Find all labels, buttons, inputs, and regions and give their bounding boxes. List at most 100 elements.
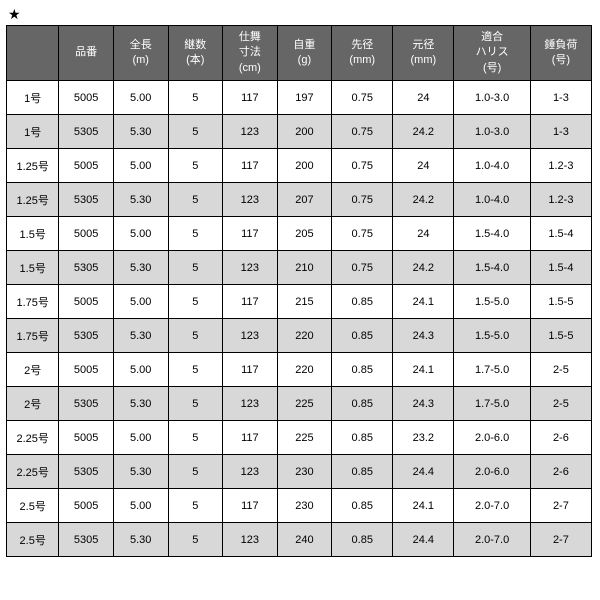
table-cell: 1-3 (530, 115, 591, 149)
table-cell: 24.3 (393, 387, 454, 421)
table-cell: 2.0-7.0 (454, 489, 530, 523)
table-cell: 2-6 (530, 421, 591, 455)
table-cell: 197 (277, 81, 332, 115)
table-cell: 123 (223, 319, 278, 353)
table-cell: 117 (223, 217, 278, 251)
table-cell: 5305 (59, 115, 114, 149)
table-cell: 0.75 (332, 81, 393, 115)
table-cell: 5.30 (113, 387, 168, 421)
table-cell: 5305 (59, 523, 114, 557)
table-cell: 5.00 (113, 353, 168, 387)
table-cell: 5 (168, 115, 223, 149)
table-cell: 24.4 (393, 455, 454, 489)
table-cell: 5.30 (113, 319, 168, 353)
table-cell: 24.2 (393, 251, 454, 285)
table-row: 2.25号53055.3051232300.8524.42.0-6.02-6 (7, 455, 592, 489)
table-cell: 117 (223, 81, 278, 115)
table-cell: 230 (277, 455, 332, 489)
table-cell: 1.5-5 (530, 285, 591, 319)
table-row: 1.5号53055.3051232100.7524.21.5-4.01.5-4 (7, 251, 592, 285)
table-cell: 0.85 (332, 387, 393, 421)
column-header-1: 品番 (59, 26, 114, 81)
table-cell: 117 (223, 489, 278, 523)
table-cell: 1.5号 (7, 251, 59, 285)
table-row: 1.25号50055.0051172000.75241.0-4.01.2-3 (7, 149, 592, 183)
table-cell: 5305 (59, 455, 114, 489)
table-cell: 5005 (59, 353, 114, 387)
table-cell: 220 (277, 319, 332, 353)
table-cell: 2.25号 (7, 455, 59, 489)
table-cell: 230 (277, 489, 332, 523)
table-cell: 0.85 (332, 421, 393, 455)
table-cell: 5005 (59, 217, 114, 251)
table-cell: 225 (277, 387, 332, 421)
table-cell: 123 (223, 251, 278, 285)
table-cell: 5 (168, 353, 223, 387)
table-cell: 24.1 (393, 285, 454, 319)
table-cell: 2-7 (530, 523, 591, 557)
table-cell: 2.0-6.0 (454, 421, 530, 455)
table-cell: 24.1 (393, 489, 454, 523)
table-cell: 117 (223, 149, 278, 183)
table-cell: 0.85 (332, 455, 393, 489)
table-cell: 1号 (7, 115, 59, 149)
table-cell: 205 (277, 217, 332, 251)
table-cell: 1.2-3 (530, 183, 591, 217)
table-cell: 5.30 (113, 115, 168, 149)
table-cell: 1.25号 (7, 149, 59, 183)
table-cell: 5.00 (113, 421, 168, 455)
table-row: 1.75号50055.0051172150.8524.11.5-5.01.5-5 (7, 285, 592, 319)
table-cell: 1.25号 (7, 183, 59, 217)
table-cell: 0.75 (332, 115, 393, 149)
table-cell: 24.4 (393, 523, 454, 557)
table-cell: 1.5-4 (530, 251, 591, 285)
spec-table: 品番全長(m)継数(本)仕舞寸法(cm)自重(g)先径(mm)元径(mm)適合ハ… (6, 25, 592, 557)
table-cell: 210 (277, 251, 332, 285)
table-cell: 5005 (59, 81, 114, 115)
table-cell: 5 (168, 285, 223, 319)
table-cell: 24.2 (393, 183, 454, 217)
table-cell: 215 (277, 285, 332, 319)
column-header-7: 元径(mm) (393, 26, 454, 81)
table-cell: 5 (168, 455, 223, 489)
table-cell: 5 (168, 319, 223, 353)
table-cell: 1.5-5.0 (454, 285, 530, 319)
table-cell: 24.1 (393, 353, 454, 387)
table-cell: 0.75 (332, 149, 393, 183)
table-cell: 1.2-3 (530, 149, 591, 183)
table-cell: 1.75号 (7, 285, 59, 319)
table-cell: 2.25号 (7, 421, 59, 455)
table-cell: 5 (168, 81, 223, 115)
table-cell: 5 (168, 421, 223, 455)
table-cell: 1.0-3.0 (454, 81, 530, 115)
table-cell: 123 (223, 455, 278, 489)
table-cell: 225 (277, 421, 332, 455)
table-cell: 5005 (59, 285, 114, 319)
table-cell: 1.5-4 (530, 217, 591, 251)
table-cell: 24 (393, 149, 454, 183)
table-cell: 5.30 (113, 455, 168, 489)
table-cell: 0.85 (332, 319, 393, 353)
column-header-0 (7, 26, 59, 81)
table-cell: 1.5-5.0 (454, 319, 530, 353)
table-cell: 2-5 (530, 387, 591, 421)
table-cell: 5 (168, 251, 223, 285)
column-header-3: 継数(本) (168, 26, 223, 81)
table-cell: 5305 (59, 319, 114, 353)
table-cell: 117 (223, 285, 278, 319)
table-cell: 117 (223, 353, 278, 387)
table-cell: 2号 (7, 353, 59, 387)
table-cell: 123 (223, 387, 278, 421)
table-cell: 5.00 (113, 149, 168, 183)
table-cell: 5305 (59, 387, 114, 421)
column-header-8: 適合ハリス(号) (454, 26, 530, 81)
table-cell: 5305 (59, 251, 114, 285)
table-cell: 2.5号 (7, 523, 59, 557)
table-cell: 0.75 (332, 217, 393, 251)
table-cell: 0.75 (332, 251, 393, 285)
table-cell: 0.85 (332, 523, 393, 557)
table-row: 1号53055.3051232000.7524.21.0-3.01-3 (7, 115, 592, 149)
table-cell: 5 (168, 183, 223, 217)
table-cell: 200 (277, 149, 332, 183)
table-cell: 1.0-3.0 (454, 115, 530, 149)
